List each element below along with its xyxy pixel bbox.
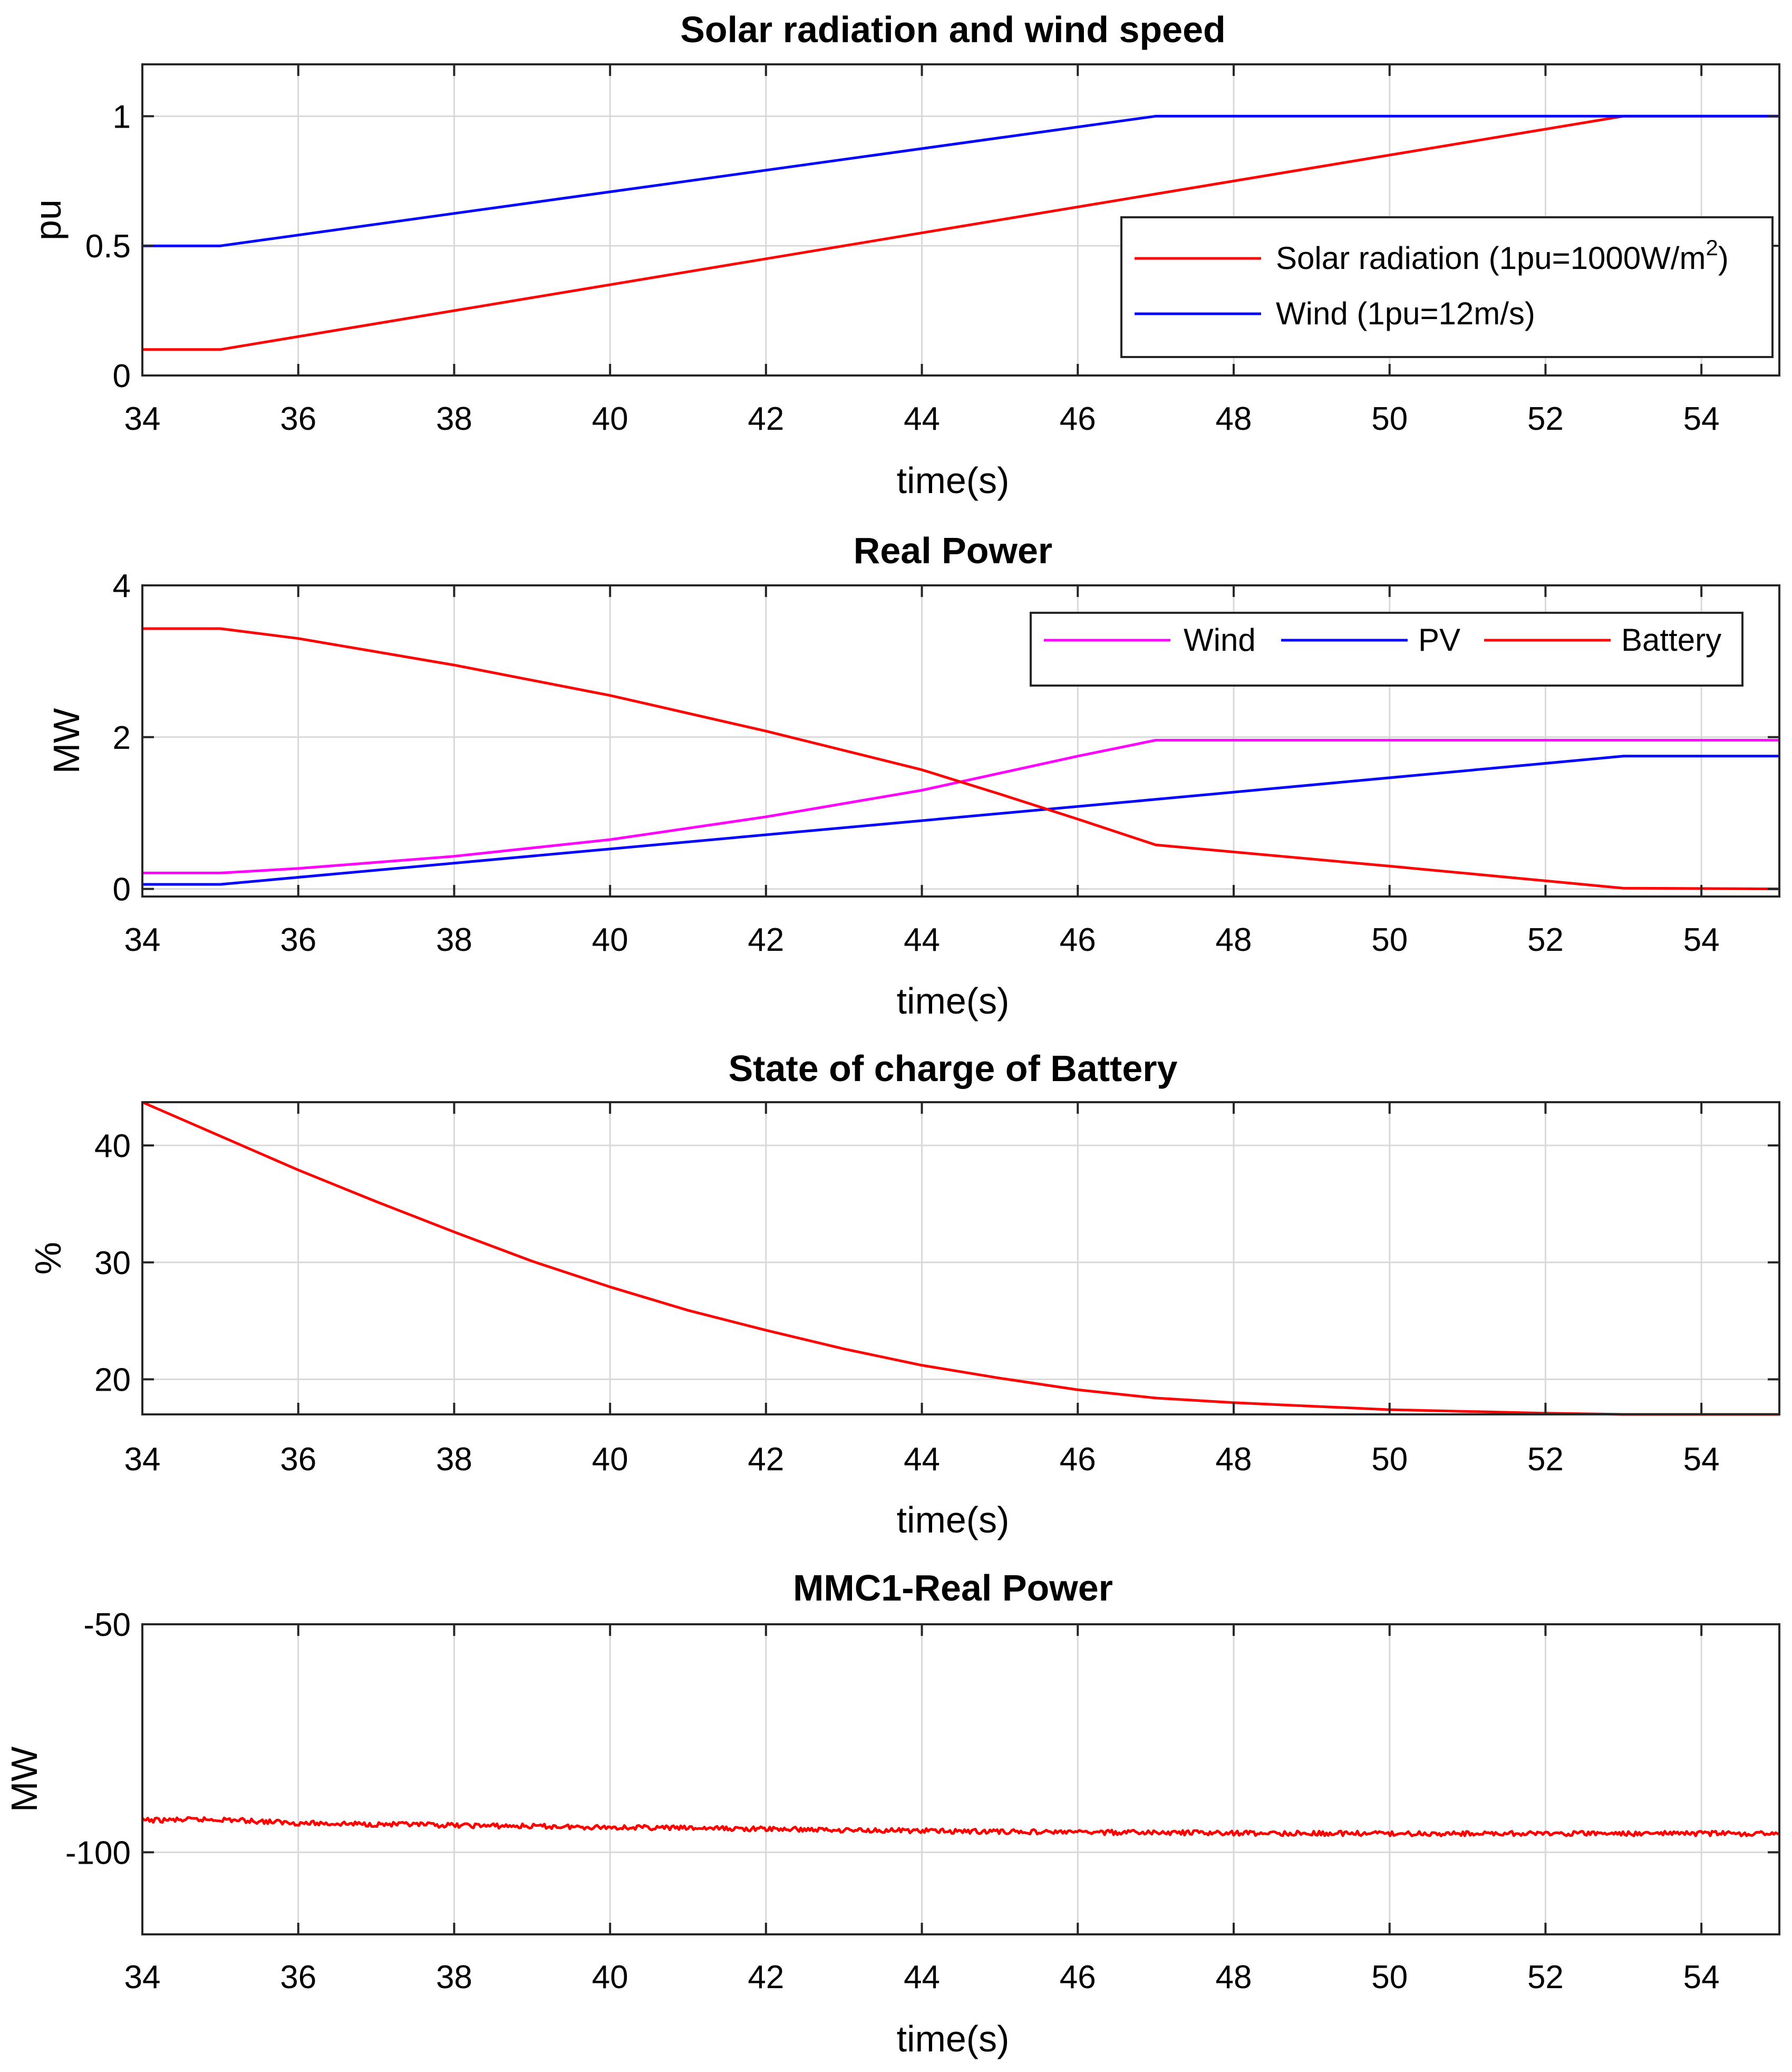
legend-entry: Wind (1pu=12m/s) (1276, 296, 1535, 331)
y-tick-label: 0.5 (85, 228, 131, 265)
chart-title: Solar radiation and wind speed (680, 9, 1226, 50)
legend-entry: Battery (1621, 622, 1721, 658)
x-tick-label: 36 (280, 401, 316, 437)
x-axis-label: time(s) (897, 2018, 1010, 2059)
x-tick-label: 50 (1371, 401, 1408, 437)
x-tick-label: 40 (592, 1441, 628, 1478)
chart-panel-2: 34 36 38 40 42 44 46 48 50 52 54 0 2 4 Real Power time(… (46, 530, 1780, 1021)
chart-panel-4: 34 36 38 40 42 44 46 48 50 52 54 -100 -50 MMC1-Real P… (4, 1567, 1780, 2059)
x-tick-label: 50 (1371, 1959, 1408, 1996)
axes-box (141, 63, 1780, 377)
legend-entry-label: Wind (1184, 622, 1256, 658)
axes-box (141, 584, 1780, 898)
x-tick-label: 54 (1683, 1959, 1720, 1996)
axes-box (141, 1101, 1780, 1415)
x-tick-label: 40 (592, 1959, 628, 1996)
x-axis-label: time(s) (897, 460, 1010, 501)
plot-area (142, 1624, 1779, 1934)
legend-entry-label: Wind (1pu=12m/s) (1276, 296, 1535, 331)
x-tick-label: 50 (1371, 1441, 1408, 1478)
axes-box (141, 1623, 1780, 1935)
x-tick-label: 44 (904, 1959, 940, 1996)
x-tick-label: 38 (436, 1959, 472, 1996)
y-tick-label: 20 (94, 1362, 131, 1398)
x-tick-label: 46 (1060, 1441, 1096, 1478)
legend-box (1120, 216, 1774, 358)
legend-entry: Wind (1184, 622, 1256, 658)
x-tick-label: 34 (124, 922, 161, 958)
x-tick-label: 52 (1527, 922, 1564, 958)
x-tick-label: 46 (1060, 1959, 1096, 1996)
legend-box (1030, 612, 1743, 687)
y-tick-label: 40 (94, 1128, 131, 1164)
legend-entry: PV (1418, 622, 1460, 658)
x-tick-label: 54 (1683, 401, 1720, 437)
legend-entry-label: PV (1418, 622, 1460, 658)
legend-entry: Solar radiation (1pu=1000W/m2) (1276, 235, 1729, 276)
series-line-1 (141, 1816, 1780, 1837)
x-tick-label: 46 (1060, 922, 1096, 958)
series-line-2 (142, 114, 1779, 247)
chart-panel-1: 34 36 38 40 42 44 46 48 50 52 54 0 0.5 1 Solar radiati… (27, 9, 1780, 501)
plot-area (142, 1102, 1779, 1414)
x-tick-label: 40 (592, 401, 628, 437)
legend-entry-label: Battery (1621, 622, 1721, 658)
y-tick-label: -50 (83, 1607, 131, 1643)
y-tick-label: 30 (94, 1245, 131, 1281)
y-axis-label: MW (4, 1747, 45, 1812)
legend-entry-tail: ) (1718, 240, 1729, 276)
x-tick-label: 52 (1527, 401, 1564, 437)
x-tick-label: 36 (280, 922, 316, 958)
x-tick-label: 54 (1683, 1441, 1720, 1478)
x-tick-label: 52 (1527, 1959, 1564, 1996)
x-tick-label: 44 (904, 1441, 940, 1478)
y-axis-label: MW (46, 708, 87, 774)
series-line-3 (142, 627, 1780, 891)
y-tick-label: 0 (113, 872, 131, 908)
x-tick-label: 46 (1060, 401, 1096, 437)
chart-title: Real Power (854, 530, 1052, 571)
x-tick-label: 34 (124, 401, 161, 437)
legend: Solar radiation (1pu=1000W/m2) Wind (1pu=… (1120, 216, 1774, 358)
y-axis-label: % (27, 1242, 69, 1275)
legend-entry-label: Solar radiation (1pu=1000W/m (1276, 240, 1706, 276)
chart-panel-3: 34 36 38 40 42 44 46 48 50 52 54 20 30 40 State of cha… (27, 1048, 1780, 1540)
y-tick-label: 1 (113, 99, 131, 135)
x-tick-label: 34 (124, 1959, 161, 1996)
x-tick-label: 42 (748, 1441, 784, 1478)
chart-title: MMC1-Real Power (793, 1567, 1113, 1608)
x-tick-label: 48 (1216, 1959, 1252, 1996)
x-tick-label: 48 (1216, 1441, 1252, 1478)
x-tick-label: 38 (436, 1441, 472, 1478)
x-tick-label: 48 (1216, 401, 1252, 437)
x-tick-label: 40 (592, 922, 628, 958)
x-tick-label: 44 (904, 922, 940, 958)
x-tick-label: 48 (1216, 922, 1252, 958)
x-tick-label: 42 (748, 922, 784, 958)
x-tick-label: 34 (124, 1441, 161, 1478)
chart-title: State of charge of Battery (729, 1048, 1178, 1089)
legend-entry-superscript: 2 (1706, 235, 1718, 260)
x-tick-label: 50 (1371, 922, 1408, 958)
x-axis-label: time(s) (897, 980, 1010, 1021)
x-tick-label: 42 (748, 401, 784, 437)
x-tick-label: 38 (436, 922, 472, 958)
x-tick-label: 36 (280, 1441, 316, 1478)
y-tick-label: -100 (65, 1835, 131, 1871)
series-line-1 (142, 739, 1779, 874)
x-tick-label: 36 (280, 1959, 316, 1996)
x-axis-label: time(s) (897, 1499, 1010, 1540)
x-tick-label: 54 (1683, 922, 1720, 958)
y-tick-label: 0 (113, 358, 131, 394)
legend: Wind PV Battery (1030, 612, 1743, 687)
y-tick-label: 2 (113, 720, 131, 756)
x-tick-label: 42 (748, 1959, 784, 1996)
series-line-2 (142, 755, 1779, 886)
x-tick-label: 52 (1527, 1441, 1564, 1478)
y-tick-label: 4 (113, 568, 131, 604)
x-tick-label: 38 (436, 401, 472, 437)
y-axis-label: pu (27, 199, 69, 240)
x-tick-label: 44 (904, 401, 940, 437)
